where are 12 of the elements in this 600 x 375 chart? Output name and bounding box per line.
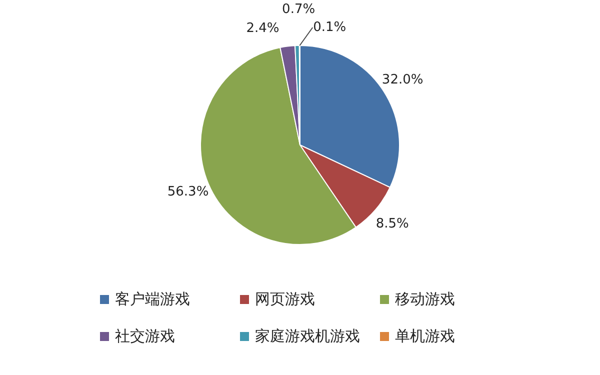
data-label: 56.3% — [167, 184, 209, 200]
data-label: 2.4% — [246, 20, 280, 36]
legend-label: 移动游戏 — [395, 290, 455, 309]
legend-label: 家庭游戏机游戏 — [255, 327, 360, 346]
data-label: 0.1% — [313, 20, 346, 35]
legend-label: 社交游戏 — [115, 327, 175, 346]
legend-label: 网页游戏 — [255, 290, 315, 309]
data-label: 8.5% — [376, 216, 409, 232]
data-label: 32.0% — [382, 72, 424, 88]
data-label: 0.7% — [282, 2, 316, 17]
legend-label: 客户端游戏 — [115, 290, 190, 309]
legend-label: 单机游戏 — [395, 327, 455, 346]
